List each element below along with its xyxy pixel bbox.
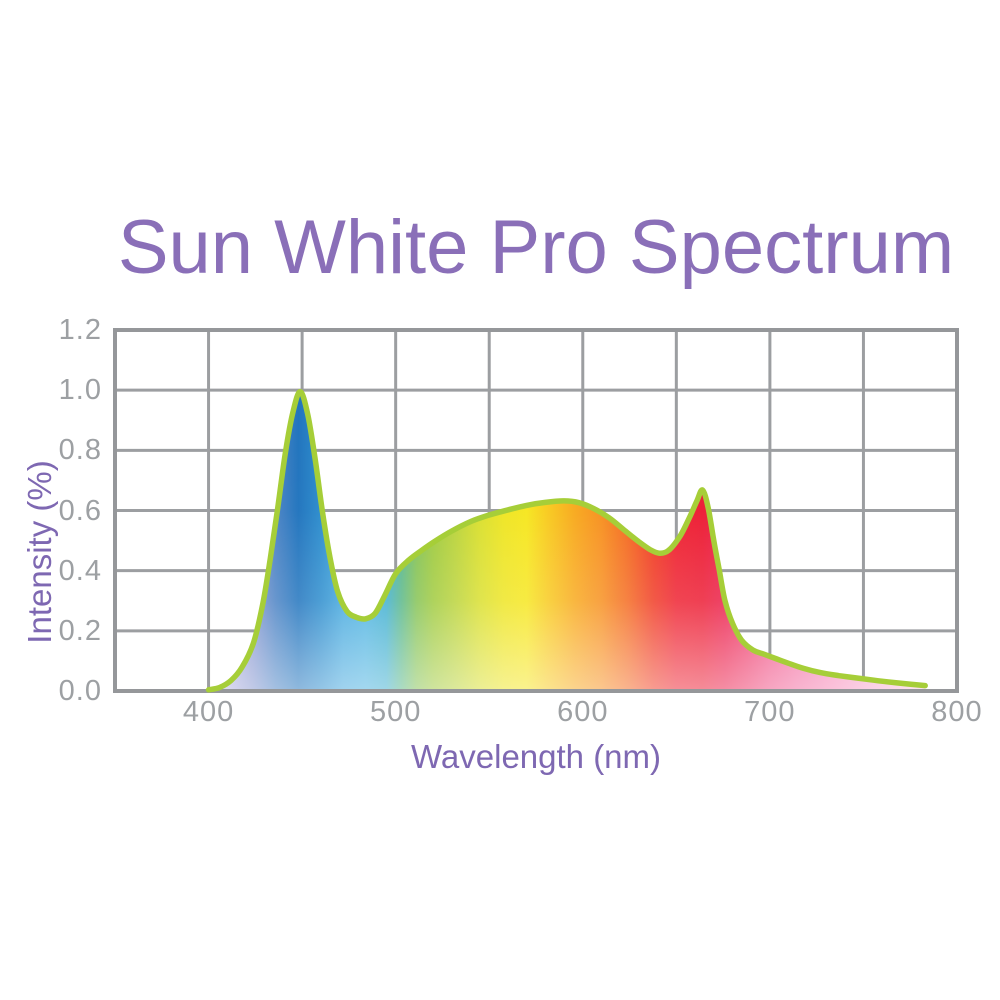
y-tick-label: 0.4 xyxy=(58,554,102,587)
spectrum-curve xyxy=(205,388,928,693)
y-tick-label: 0.0 xyxy=(58,675,102,707)
x-axis-title: Wavelength (nm) xyxy=(410,738,662,775)
x-tick-label: 800 xyxy=(931,696,983,728)
y-tick-label: 0.6 xyxy=(58,494,102,527)
y-tick-label: 1.0 xyxy=(58,374,102,407)
x-tick-label: 500 xyxy=(369,696,422,728)
spectrum-plot-svg xyxy=(113,328,959,693)
plot-border xyxy=(113,328,959,693)
y-tick-label: 0.2 xyxy=(58,614,102,647)
x-tick-label: 400 xyxy=(182,696,235,728)
spectrum-area-bottom-fade xyxy=(208,391,926,691)
chart-title: Sun White Pro Spectrum xyxy=(117,205,955,290)
plot-area xyxy=(113,328,959,693)
y-tick-label: 0.8 xyxy=(58,434,102,467)
x-tick-label: 700 xyxy=(744,696,796,728)
y-tick-label: 1.2 xyxy=(58,314,102,346)
x-tick-label: 600 xyxy=(557,696,609,728)
